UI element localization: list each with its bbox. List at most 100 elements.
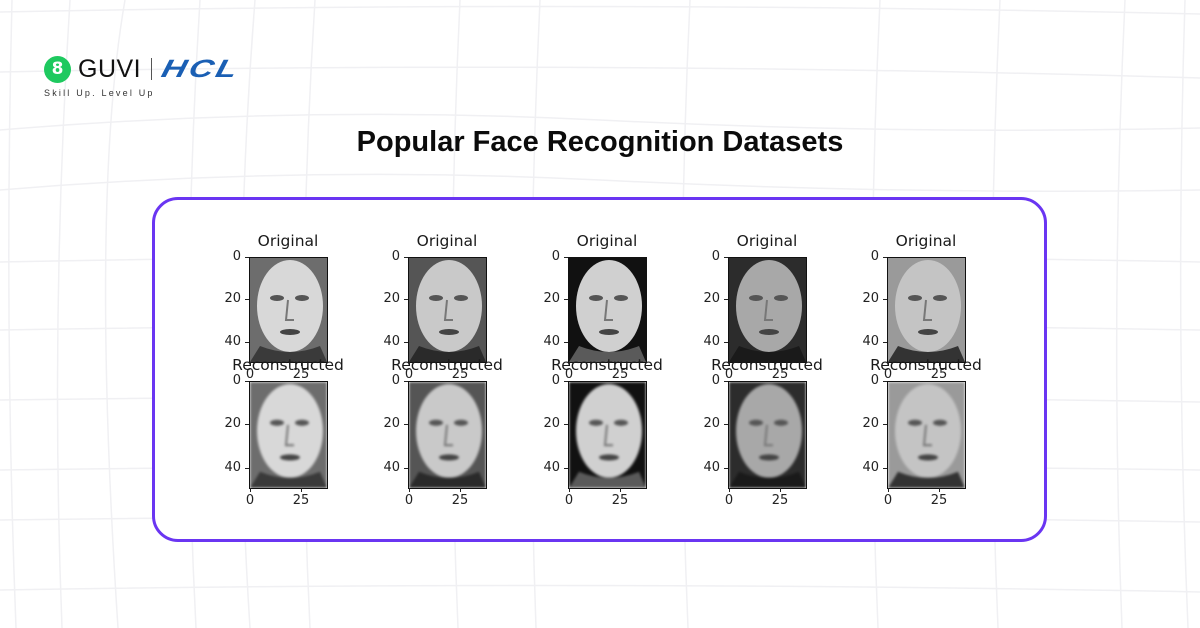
x-tick-mark (409, 488, 410, 492)
face-reconstruction-figure: Original 0 20 40 0 25 Reconstructed 0 20 40 0 25 Ori… (155, 200, 1044, 539)
x-tick-mark (780, 362, 781, 366)
original-face-image-4 (728, 257, 807, 363)
y-tick-label: 0 (551, 249, 560, 264)
x-tick-label: 0 (883, 367, 893, 382)
subplot-title-original: Original (416, 232, 478, 250)
y-tick-label: 20 (224, 291, 241, 307)
x-tick-mark (250, 362, 251, 366)
original-face-image-2 (408, 257, 487, 363)
y-tick-label: 40 (383, 333, 400, 349)
y-tick-mark (564, 341, 568, 343)
x-tick-label: 0 (245, 493, 255, 508)
y-tick-label: 40 (703, 333, 720, 349)
y-tick-label: 20 (862, 291, 879, 307)
original-face-image-1 (249, 257, 328, 363)
reconstructed-face-image-4 (728, 381, 807, 489)
y-tick-label: 0 (232, 373, 241, 388)
y-tick-mark (724, 341, 728, 343)
subplot-title-reconstructed: Reconstructed (391, 356, 503, 374)
subplot-title-reconstructed: Reconstructed (870, 356, 982, 374)
x-tick-mark (409, 362, 410, 366)
y-tick-mark (883, 467, 887, 469)
reconstructed-face-image-1 (249, 381, 328, 489)
brand-tagline: Skill Up. Level Up (44, 88, 155, 98)
x-tick-mark (569, 488, 570, 492)
y-tick-label: 0 (870, 249, 879, 264)
guvi-logo-icon: 8 (44, 55, 71, 83)
x-tick-mark (620, 362, 621, 366)
x-tick-label: 0 (883, 493, 893, 508)
x-tick-label: 25 (451, 367, 469, 382)
y-tick-mark (245, 424, 249, 426)
y-tick-mark (404, 299, 408, 301)
subplot-title-reconstructed: Reconstructed (232, 356, 344, 374)
x-tick-mark (780, 488, 781, 492)
x-tick-label: 0 (404, 493, 414, 508)
y-tick-mark (404, 424, 408, 426)
y-tick-mark (245, 257, 249, 258)
subplot-title-reconstructed: Reconstructed (551, 356, 663, 374)
x-tick-label: 0 (245, 367, 255, 382)
y-tick-label: 20 (862, 416, 879, 432)
x-tick-label: 25 (292, 493, 310, 508)
y-tick-label: 20 (543, 291, 560, 307)
x-tick-label: 25 (611, 367, 629, 382)
y-tick-mark (724, 381, 728, 382)
x-tick-label: 25 (930, 493, 948, 508)
y-tick-label: 0 (711, 373, 720, 388)
x-tick-label: 0 (724, 493, 734, 508)
y-tick-mark (883, 299, 887, 301)
y-tick-mark (245, 381, 249, 382)
y-tick-label: 0 (711, 249, 720, 264)
y-tick-label: 40 (703, 459, 720, 475)
reconstructed-face-image-5 (887, 381, 966, 489)
original-face-image-3 (568, 257, 647, 363)
x-tick-mark (301, 362, 302, 366)
x-tick-label: 0 (564, 367, 574, 382)
y-tick-mark (883, 424, 887, 426)
x-tick-mark (939, 362, 940, 366)
reconstructed-face-image-2 (408, 381, 487, 489)
x-tick-label: 25 (930, 367, 948, 382)
subplot-title-original: Original (895, 232, 957, 250)
x-tick-mark (939, 488, 940, 492)
x-tick-mark (620, 488, 621, 492)
y-tick-label: 40 (224, 333, 241, 349)
subplot-title-original: Original (257, 232, 319, 250)
x-tick-label: 25 (771, 367, 789, 382)
hcl-wordmark: HCL (158, 54, 244, 83)
subplot-title-original: Original (736, 232, 798, 250)
y-tick-label: 20 (703, 291, 720, 307)
x-tick-mark (888, 362, 889, 366)
x-tick-mark (460, 362, 461, 366)
y-tick-label: 40 (862, 333, 879, 349)
y-tick-mark (564, 257, 568, 258)
y-tick-label: 40 (862, 459, 879, 475)
y-tick-mark (564, 467, 568, 469)
reconstructed-face-image-3 (568, 381, 647, 489)
x-tick-mark (460, 488, 461, 492)
y-tick-label: 0 (232, 249, 241, 264)
x-tick-label: 25 (451, 493, 469, 508)
x-tick-mark (301, 488, 302, 492)
y-tick-label: 20 (224, 416, 241, 432)
x-tick-mark (250, 488, 251, 492)
y-tick-label: 0 (870, 373, 879, 388)
y-tick-mark (404, 341, 408, 343)
y-tick-mark (564, 424, 568, 426)
y-tick-label: 0 (391, 373, 400, 388)
y-tick-mark (724, 424, 728, 426)
x-tick-label: 25 (611, 493, 629, 508)
y-tick-mark (724, 257, 728, 258)
y-tick-mark (883, 257, 887, 258)
x-tick-label: 0 (404, 367, 414, 382)
subplot-title-reconstructed: Reconstructed (711, 356, 823, 374)
x-tick-label: 25 (771, 493, 789, 508)
y-tick-mark (245, 299, 249, 301)
y-tick-mark (404, 381, 408, 382)
x-tick-mark (729, 362, 730, 366)
y-tick-label: 40 (543, 333, 560, 349)
x-tick-mark (729, 488, 730, 492)
y-tick-label: 20 (383, 291, 400, 307)
y-tick-label: 0 (551, 373, 560, 388)
